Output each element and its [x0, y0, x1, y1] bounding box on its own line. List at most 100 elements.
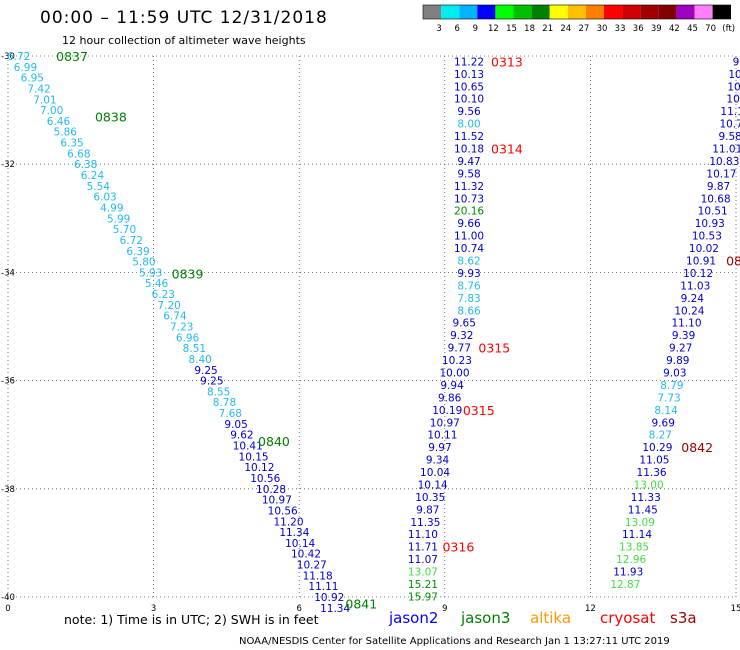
x-tick-label: 6 — [296, 604, 301, 612]
wave-height-value: 8.62 — [457, 255, 480, 267]
wave-height-value: 11.01 — [712, 144, 740, 156]
wave-height-value: 10.19 — [432, 405, 462, 417]
wave-height-value: 10.51 — [698, 206, 728, 218]
wave-height-value: 11.34 — [320, 603, 350, 612]
colorbar-label: 18 — [524, 24, 535, 34]
colorbar-swatch — [531, 5, 550, 19]
wave-height-value: 10.18 — [454, 144, 484, 156]
wave-height-value: 7.23 — [170, 322, 193, 334]
y-tick-label: -38 — [1, 485, 15, 495]
wave-height-value: 10.74 — [454, 243, 484, 255]
wave-height-value: 9.47 — [457, 156, 480, 168]
wave-height-value: 4.99 — [100, 202, 123, 214]
wave-height-value: 5.70 — [113, 224, 136, 236]
wave-height-value: 11.45 — [628, 504, 658, 516]
colorbar-label: 3 — [436, 24, 441, 34]
colorbar-frame — [422, 4, 732, 20]
colorbar-swatch — [640, 5, 659, 19]
wave-height-value: 9.77 — [448, 343, 471, 355]
colorbar-swatch — [622, 5, 641, 19]
wave-height-value: 11.33 — [631, 492, 661, 504]
wave-height-value: 11.34 — [279, 527, 309, 539]
wave-height-value: 9.87 — [416, 504, 439, 516]
colorbar-swatch — [676, 5, 695, 19]
wave-height-value: 10.42 — [291, 549, 321, 561]
wave-height-value: 6.72 — [120, 235, 143, 247]
legend-cryosat: cryosat — [600, 609, 656, 627]
pass-time-label: 0313 — [491, 54, 523, 69]
wave-height-value: 7.20 — [157, 300, 180, 312]
colorbar-swatch — [567, 5, 586, 19]
wave-height-value: 10.56 — [268, 505, 298, 517]
wave-height-value: 15.97 — [408, 591, 438, 603]
y-tick-label: -34 — [1, 268, 15, 278]
wave-height-value: 9.58 — [457, 168, 480, 180]
wave-height-value: 11.32 — [454, 181, 484, 193]
wave-height-value: 10.14 — [285, 538, 315, 550]
wave-height-value: 9.89 — [666, 355, 689, 367]
wave-height-value: 10.53 — [692, 231, 722, 243]
wave-height-value: 6.39 — [126, 246, 149, 258]
legend-jason2: jason2 — [389, 609, 439, 627]
wave-height-value: 6.74 — [163, 311, 187, 323]
wave-height-value: 12.96 — [616, 554, 646, 566]
wave-height-value: 10.00 — [439, 367, 469, 379]
wave-height-value: 10.29 — [642, 442, 672, 454]
wave-height-value: 11.11 — [308, 581, 338, 593]
colorbar-swatch — [658, 5, 677, 19]
wave-height-value: 6.24 — [81, 170, 105, 182]
colorbar-label: 39 — [651, 24, 662, 34]
wave-height-value: 10.02 — [689, 243, 719, 255]
wave-height-value: 13.85 — [619, 542, 649, 554]
pass-time-label: 0316 — [442, 540, 474, 555]
wave-height-value: 7.42 — [27, 83, 50, 95]
wave-height-value: 10.35 — [415, 492, 445, 504]
wave-height-value: 10.27 — [297, 560, 327, 572]
colorbar-swatch — [459, 5, 478, 19]
wave-height-value: 5.46 — [145, 278, 169, 290]
wave-height-value: 10 — [728, 69, 740, 81]
note-text: note: 1) Time is in UTC; 2) SWH is in fe… — [64, 612, 319, 627]
wave-height-value: 9 — [733, 56, 740, 68]
wave-height-value: 9.87 — [707, 181, 730, 193]
pass-time-label: 0314 — [491, 142, 523, 157]
wave-height-value: 5.86 — [54, 127, 78, 139]
wave-height-value: 6.72 — [7, 51, 30, 63]
wave-height-value: 5.99 — [107, 213, 130, 225]
wave-height-value: 9.05 — [224, 419, 247, 431]
wave-height-value: 9.39 — [672, 330, 695, 342]
wave-height-value: 10.97 — [262, 495, 292, 507]
wave-height-value: 10.28 — [256, 484, 286, 496]
wave-height-value: 6.99 — [14, 62, 37, 74]
wave-height-value: 15.21 — [408, 579, 438, 591]
colorbar-label: 15 — [506, 24, 517, 34]
legend-jason3: jason3 — [461, 609, 511, 627]
x-tick-label: 0 — [5, 604, 10, 612]
wave-height-value: 9.62 — [230, 430, 253, 442]
wave-height-value: 13.00 — [634, 479, 664, 491]
wave-height-value: 9.94 — [440, 380, 464, 392]
wave-height-value: 8.51 — [183, 343, 206, 355]
wave-height-value: 11.18 — [303, 570, 333, 582]
colorbar-swatch — [585, 5, 604, 19]
wave-height-value: 10.12 — [244, 462, 274, 474]
wave-height-value: 8.79 — [660, 380, 683, 392]
wave-height-value: 11.36 — [637, 467, 667, 479]
wave-height-value: 20.16 — [454, 206, 484, 218]
wave-height-value: 10.04 — [420, 467, 450, 479]
colorbar-label: 6 — [454, 24, 459, 34]
wave-height-value: 9.32 — [450, 330, 473, 342]
wave-height-value: 6.46 — [47, 116, 71, 128]
wave-height-value: 5.54 — [87, 181, 111, 193]
wave-height-value: 12.87 — [610, 579, 640, 591]
wave-height-value: 8.00 — [457, 119, 480, 131]
wave-height-value: 9.65 — [453, 318, 476, 330]
wave-height-value: 9.25 — [194, 365, 217, 377]
wave-height-value: 10 — [727, 81, 740, 93]
wave-height-value: 6.35 — [60, 138, 83, 150]
pass-time-label: 0841 — [345, 596, 377, 611]
wave-height-value: 6.23 — [152, 289, 175, 301]
wave-height-value: 10.92 — [314, 592, 344, 604]
wave-height-value: 7.73 — [657, 392, 680, 404]
wave-height-value: 11.10 — [671, 318, 701, 330]
